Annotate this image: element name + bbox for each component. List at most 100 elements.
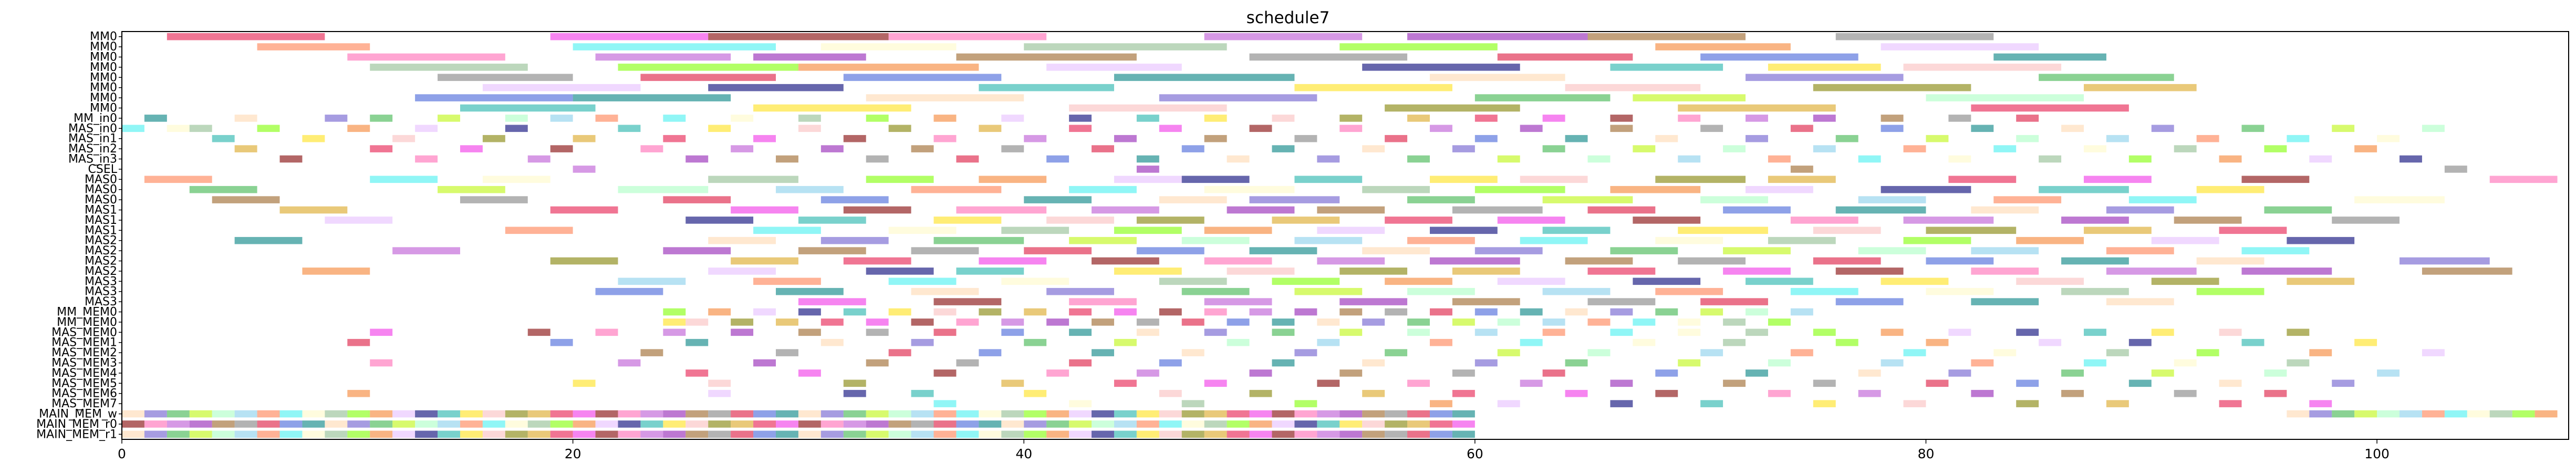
task-bar — [1474, 359, 1498, 367]
task-bar — [1610, 125, 1633, 132]
y-tick-label: MAS0 — [85, 183, 117, 197]
task-bar — [1610, 186, 1701, 193]
task-bar — [1227, 268, 1295, 275]
task-bar — [2106, 349, 2129, 356]
task-bar — [1678, 328, 1701, 336]
task-bar — [731, 420, 754, 428]
y-tick-label: MAS3 — [85, 295, 117, 309]
task-bar — [1926, 135, 1949, 142]
task-bar — [550, 410, 573, 418]
task-bar — [460, 104, 596, 112]
task-bar — [1993, 53, 2106, 61]
task-bar — [1429, 430, 1452, 438]
task-bar — [2264, 369, 2287, 377]
task-bar — [2061, 369, 2084, 377]
task-bar — [1926, 379, 1949, 387]
task-bar — [866, 155, 889, 163]
task-bar — [2241, 176, 2310, 183]
task-bar — [2241, 125, 2265, 132]
y-tick-label: MAS_in1 — [68, 132, 117, 146]
task-bar — [2489, 410, 2512, 418]
task-bar — [1001, 318, 1024, 326]
task-bar — [1542, 318, 1565, 326]
task-bar — [1046, 430, 1069, 438]
task-bar — [1678, 115, 1701, 122]
task-bar — [888, 308, 911, 316]
task-bar — [1317, 420, 1340, 428]
task-bar — [2083, 84, 2197, 91]
task-bar — [911, 430, 934, 438]
task-bar — [798, 115, 821, 122]
task-bar — [482, 430, 505, 438]
task-bar — [550, 145, 573, 152]
task-bar — [1813, 257, 1881, 265]
task-bar — [1249, 196, 1340, 203]
task-bar — [1813, 115, 1836, 122]
task-bar — [2196, 186, 2265, 193]
task-bar — [460, 420, 483, 428]
task-bar — [843, 420, 866, 428]
task-bar — [708, 33, 889, 40]
task-bar — [1024, 420, 1047, 428]
task-bar — [1565, 359, 1588, 367]
task-bar — [1069, 430, 1092, 438]
task-bar — [438, 115, 460, 122]
task-bar — [1385, 349, 1408, 356]
y-tick-label: MM_MEM0 — [57, 316, 117, 329]
task-bar — [505, 410, 528, 418]
task-bar — [1926, 227, 2017, 234]
task-bar — [1114, 338, 1137, 346]
task-bar — [1092, 430, 1114, 438]
task-bar — [753, 53, 866, 61]
task-bar — [347, 430, 370, 438]
task-bar — [1497, 155, 1520, 163]
task-bar — [820, 196, 889, 203]
task-bar — [753, 410, 776, 418]
task-bar — [415, 430, 438, 438]
task-bar — [1159, 308, 1182, 316]
task-bar — [122, 125, 144, 132]
task-bar — [167, 125, 190, 132]
task-bar — [144, 430, 167, 438]
task-bar — [1835, 206, 1926, 214]
task-bar — [573, 379, 596, 387]
task-bar — [1181, 430, 1204, 438]
task-bar — [1317, 338, 1340, 346]
y-tick-label: MAS_MEM5 — [51, 377, 117, 390]
task-bar — [325, 217, 393, 224]
task-bar — [1272, 410, 1295, 418]
task-bar — [2241, 247, 2310, 254]
task-bar — [663, 328, 686, 336]
task-bar — [1159, 410, 1182, 418]
task-bar — [731, 318, 754, 326]
task-bar — [708, 176, 798, 183]
y-tick-label: MAS1 — [85, 204, 117, 217]
task-bar — [1542, 227, 1611, 234]
task-bar — [1746, 74, 1904, 81]
task-bar — [1610, 115, 1633, 122]
task-bar — [1768, 236, 1836, 244]
task-bar — [1249, 53, 1408, 61]
task-bar — [505, 227, 573, 234]
task-bar — [1272, 115, 1295, 122]
task-bar — [1723, 318, 1746, 326]
task-bar — [1474, 135, 1498, 142]
task-bar — [1587, 318, 1611, 326]
task-bar — [1204, 430, 1227, 438]
task-bar — [1520, 338, 1543, 346]
task-bar — [144, 115, 167, 122]
task-bar — [1790, 166, 1813, 173]
task-bar — [1429, 74, 1565, 81]
task-bar — [1520, 125, 1543, 132]
y-tick-label: MAIN_MEM_r0 — [36, 418, 117, 431]
task-bar — [595, 328, 618, 336]
task-bar — [843, 430, 866, 438]
task-bar — [1001, 420, 1024, 428]
task-bar — [1610, 328, 1633, 336]
task-bar — [866, 410, 889, 418]
task-bar — [1858, 389, 1881, 397]
task-bar — [415, 125, 438, 132]
task-bar — [911, 410, 934, 418]
task-bar — [1723, 206, 1791, 214]
task-bar — [1249, 125, 1272, 132]
